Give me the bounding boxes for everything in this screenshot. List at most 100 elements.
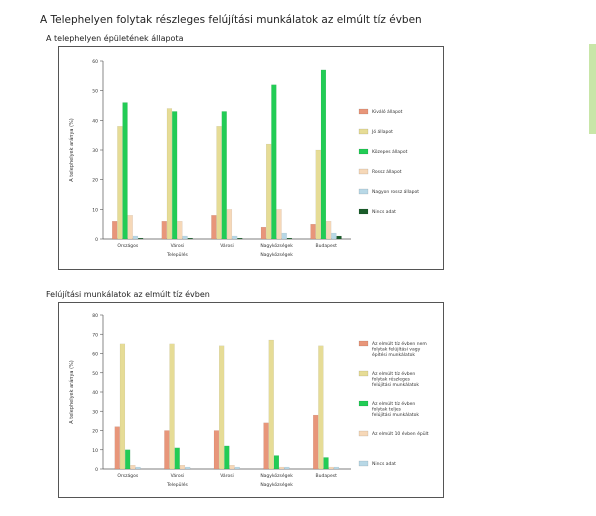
bar	[276, 209, 282, 240]
bar	[125, 449, 131, 470]
legend-label: Rossz állapot	[372, 168, 402, 175]
legend-swatch	[358, 370, 369, 377]
bar	[187, 237, 193, 240]
y-tick-label: 20	[92, 429, 98, 435]
legend-swatch	[358, 340, 369, 347]
x-tick-label: Városi	[220, 472, 234, 479]
legend-label: Az elmúlt 10 évben épült	[372, 430, 429, 437]
legend-label: Közepes állapot	[372, 148, 408, 155]
bar	[333, 466, 340, 470]
bar	[161, 221, 167, 240]
y-tick-label: 10	[92, 207, 98, 213]
bar	[127, 215, 133, 240]
x-tick-label: Országos	[117, 472, 138, 479]
bar	[172, 111, 178, 240]
bar	[164, 430, 170, 470]
x-tick-label: Nagyközségek	[260, 472, 293, 479]
bar	[326, 221, 332, 240]
bar	[284, 466, 290, 470]
bar	[211, 215, 217, 240]
y-tick-label: 0	[95, 467, 98, 473]
page-title: A Telephelyen folytak részleges felújítá…	[40, 14, 422, 26]
bar	[310, 224, 316, 240]
bar	[112, 221, 118, 240]
y-tick-label: 40	[92, 118, 98, 124]
bar	[226, 209, 233, 240]
x-tick-label: Nagyközségek	[260, 242, 293, 249]
bar	[229, 464, 235, 470]
bar	[122, 102, 128, 240]
bar	[323, 457, 329, 470]
bar	[177, 221, 183, 240]
bar	[130, 464, 136, 470]
bar	[119, 343, 126, 470]
legend-swatch	[358, 108, 369, 115]
legend-swatch	[358, 148, 369, 155]
legend-label: Az elmúlt tíz évben nem folytak felújítás…	[372, 340, 427, 358]
y-tick-label: 60	[92, 352, 98, 358]
bar	[263, 422, 269, 470]
chart-2-title: Felújítási munkálatok az elmúlt tíz évbe…	[46, 290, 210, 299]
bar	[336, 235, 342, 240]
bar	[182, 235, 188, 240]
x-group-label: Település	[166, 481, 188, 488]
bar	[135, 466, 141, 470]
bar	[281, 232, 287, 240]
bar	[221, 111, 227, 240]
chart-2: 0 10 20 30 40 50 60 70 80 A telephelyek aránya (%…	[68, 313, 429, 488]
x-tick-label: Budapest	[316, 243, 338, 249]
green-edge-marker	[589, 44, 596, 134]
bar	[237, 237, 243, 240]
bar	[331, 232, 337, 240]
bar	[185, 466, 191, 470]
y-tick-label: 50	[92, 371, 98, 377]
legend-label: Jó állapot	[371, 128, 393, 135]
bar	[166, 108, 173, 240]
x-tick-label: Budapest	[316, 473, 338, 479]
y-tick-label: 70	[92, 332, 98, 338]
bar	[320, 69, 327, 240]
y-tick-label: 20	[92, 178, 98, 184]
bar	[117, 126, 123, 240]
bar	[268, 339, 274, 470]
legend-swatch	[358, 430, 369, 437]
chart-2-frame: 0 10 20 30 40 50 60 70 80 A telephelyek aránya (%…	[58, 302, 444, 498]
bar	[318, 345, 324, 470]
legend-label: Az elmúlt tíz évben folytak részleges felú…	[372, 370, 419, 388]
bar	[260, 226, 267, 240]
bar	[313, 414, 319, 470]
chart-1: 0 10 20 30 40 50 60 A telephelyek aránya (%) Ors…	[68, 59, 419, 258]
legend-swatch	[358, 168, 369, 175]
y-tick-label: 10	[92, 448, 98, 454]
bar	[169, 343, 175, 470]
legend-label: Az elmúlt tíz évben folytak teljes felújít…	[372, 400, 419, 418]
legend-label: Nagyon rossz állapot	[372, 188, 419, 195]
legend-swatch	[358, 400, 369, 407]
x-group-label: Nagyközségek	[260, 251, 293, 258]
y-tick-label: 30	[92, 409, 98, 415]
y-tick-label: 40	[92, 390, 98, 396]
y-tick-label: 50	[92, 89, 98, 95]
bar	[271, 84, 277, 240]
bar	[219, 345, 225, 470]
bar	[132, 235, 139, 240]
bar	[234, 466, 240, 470]
y-tick-label: 80	[92, 313, 98, 319]
bar	[273, 455, 280, 470]
x-tick-label: Városi	[171, 242, 185, 249]
bar	[232, 235, 238, 240]
bar	[279, 466, 285, 470]
legend-label: Kiváló állapot	[372, 108, 403, 115]
bar	[213, 430, 220, 470]
x-tick-label: Országos	[117, 242, 138, 249]
y-tick-label: 0	[95, 237, 98, 243]
bar	[216, 126, 222, 240]
x-group-label: Nagyközségek	[260, 481, 293, 488]
chart-1-frame: 0 10 20 30 40 50 60 A telephelyek aránya (%) Ors…	[58, 46, 444, 270]
bar	[315, 149, 321, 240]
bar	[179, 464, 186, 470]
x-tick-label: Városi	[171, 472, 185, 479]
legend-swatch	[358, 188, 369, 195]
y-axis-label: A telephelyek aránya (%)	[68, 118, 75, 182]
bar	[286, 237, 293, 240]
